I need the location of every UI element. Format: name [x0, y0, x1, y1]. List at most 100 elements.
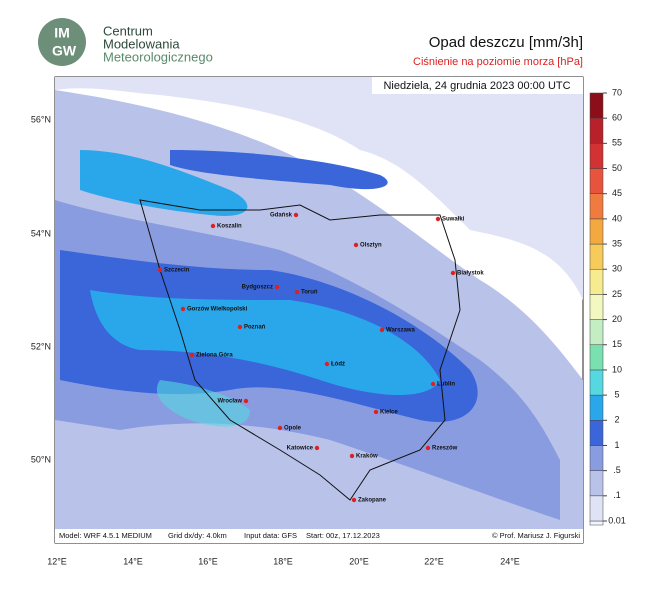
- precip-area: [55, 77, 583, 300]
- city-dot: [351, 497, 357, 503]
- city-dot: [425, 445, 431, 451]
- colorbar-label: 60: [612, 113, 622, 123]
- country-border: [139, 199, 461, 501]
- credit: © Prof. Mariusz J. Figurski: [492, 531, 580, 540]
- dynamic: 56°N 54°N 52°N 50°N 12°E 14°E 16°E 18°E 20°E 22°E…: [31, 87, 626, 566]
- city-dot: [277, 425, 283, 431]
- footer: Grid dx/dy: 4.0km: [168, 531, 227, 540]
- logo-circle: [38, 18, 86, 66]
- colorbar-label: 70: [612, 87, 622, 97]
- org-line: Modelowania: [103, 36, 180, 51]
- city-label: Suwałki: [442, 217, 465, 223]
- city-dot: [435, 216, 441, 222]
- city-dot: [450, 270, 456, 276]
- colorbar-segment: [589, 168, 604, 194]
- colorbar-segment: [589, 394, 604, 421]
- city-dot: [430, 381, 436, 387]
- city-label: Kielce: [380, 410, 398, 416]
- colorbar-segment: [589, 294, 604, 320]
- lat-label: 50°N: [31, 454, 51, 464]
- city-label: Kraków: [356, 454, 378, 460]
- city-label: Toruń: [301, 290, 318, 296]
- city-dot: [237, 324, 243, 330]
- city-label: Bydgoszcz: [242, 285, 273, 291]
- lon-label: 18°E: [273, 556, 293, 566]
- city-dot: [210, 223, 216, 229]
- colorbar-segment: [589, 117, 604, 144]
- colorbar-label: 30: [612, 264, 622, 274]
- city-label: Olsztyn: [360, 243, 382, 249]
- city-label: Opole: [284, 426, 302, 432]
- colorbar-segment: [589, 344, 604, 371]
- colorbar-segment: [589, 243, 604, 270]
- org-line: Meteorologicznego: [103, 49, 213, 64]
- precip-area: [90, 290, 440, 395]
- city-label: Poznań: [244, 325, 266, 331]
- city-dot: [353, 242, 359, 248]
- precip-area: [170, 150, 388, 190]
- colorbar-segment: [589, 193, 604, 220]
- lon-label: 22°E: [424, 556, 444, 566]
- city-dot: [293, 212, 299, 218]
- colorbar-label: 40: [612, 213, 622, 223]
- subtitle: Ciśnienie na poziomie morza [hPa]: [413, 56, 583, 68]
- footer: Model: WRF 4.5.1 MEDIUM: [59, 531, 152, 540]
- colorbar-label: 50: [612, 163, 622, 173]
- colorbar-label: .5: [613, 465, 621, 475]
- city-label: Zielona Góra: [196, 353, 233, 359]
- city-label: Rzeszów: [432, 446, 458, 452]
- precip-area: [80, 150, 248, 216]
- colorbar-segment: [589, 319, 604, 346]
- colorbar-label: 35: [612, 238, 622, 248]
- city-label: Łódź: [331, 362, 345, 368]
- city-label: Warszawa: [386, 328, 415, 334]
- colorbar-label: 5: [614, 389, 619, 399]
- city-dot: [373, 409, 379, 415]
- colorbar-base: [589, 520, 604, 526]
- date-box: [372, 77, 583, 94]
- city-dot: [379, 327, 385, 333]
- city-dot: [349, 453, 355, 459]
- city-label: Białystok: [457, 271, 484, 277]
- lon-label: 24°E: [500, 556, 520, 566]
- colorbar-segment: [589, 420, 604, 446]
- precip-area: [156, 380, 250, 427]
- city-dot: [157, 267, 163, 273]
- colorbar-label: 0.01: [608, 515, 626, 525]
- colorbar-segment: [589, 92, 604, 119]
- city-label: Gdańsk: [270, 213, 293, 219]
- lat-label: 52°N: [31, 341, 51, 351]
- logo-top: IM: [54, 25, 70, 41]
- lat-label: 56°N: [31, 114, 51, 124]
- logo: IM GW: [38, 18, 86, 66]
- city-label: Szczecin: [164, 268, 190, 274]
- city-dot: [294, 289, 300, 295]
- city-label: Koszalin: [217, 224, 242, 230]
- lon-label: 16°E: [198, 556, 218, 566]
- logo-bottom: GW: [52, 43, 77, 59]
- colorbar-label: 25: [612, 289, 622, 299]
- colorbar-label: 10: [612, 364, 622, 374]
- city-label: Zakopane: [358, 498, 387, 504]
- org-line: Centrum: [103, 23, 153, 38]
- city-dot: [314, 445, 320, 451]
- colorbar-segment: [589, 470, 604, 497]
- colorbar-label: 2: [614, 415, 619, 425]
- map: Niedziela, 24 grudnia 2023 00:00 UTC Mod…: [54, 76, 584, 544]
- city-label: Lublin: [437, 382, 455, 388]
- lat-label: 54°N: [31, 228, 51, 238]
- colorbar-label: 45: [612, 188, 622, 198]
- title: Opad deszczu [mm/3h]: [429, 34, 583, 51]
- footer: Start: 00z, 17.12.2023: [306, 531, 380, 540]
- colorbar-segment: [589, 369, 604, 396]
- colorbar-label: 1: [614, 440, 619, 450]
- colorbar-segment: [589, 143, 604, 169]
- city-dot: [189, 352, 195, 358]
- city-dot: [243, 398, 249, 404]
- city-dot: [180, 306, 186, 312]
- colorbar-label: 55: [612, 138, 622, 148]
- footer: Input data: GFS: [244, 531, 297, 540]
- colorbar-label: 20: [612, 314, 622, 324]
